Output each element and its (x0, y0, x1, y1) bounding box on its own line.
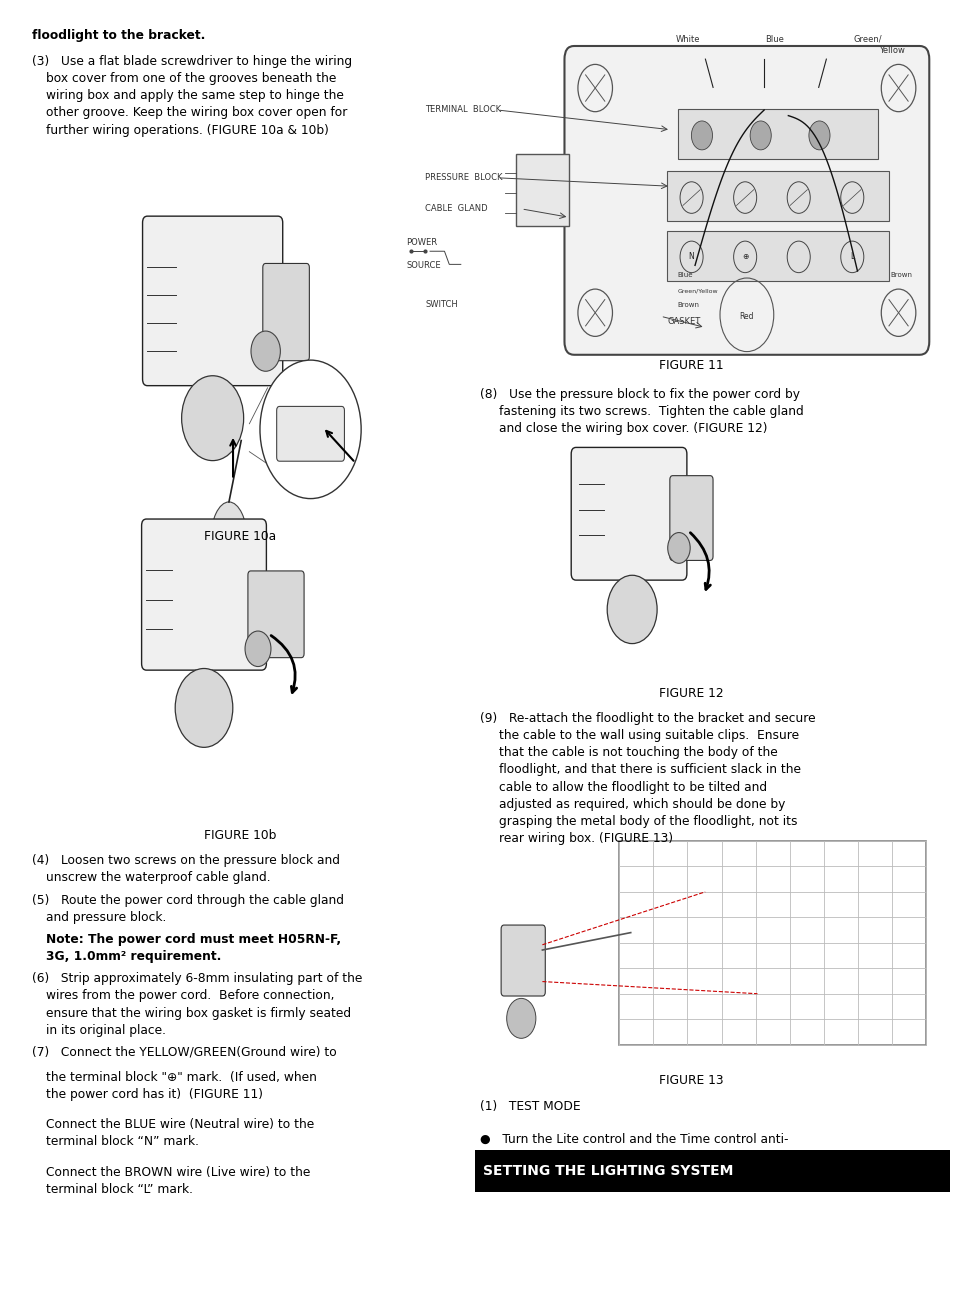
Text: Blue: Blue (678, 272, 693, 279)
Text: Brown: Brown (891, 272, 913, 279)
Text: unscrew the waterproof cable gland.: unscrew the waterproof cable gland. (46, 871, 271, 884)
Text: (4)   Loosen two screws on the pressure block and: (4) Loosen two screws on the pressure bl… (32, 854, 340, 867)
Circle shape (251, 331, 280, 372)
Text: Note: The power cord must meet H05RN-F,: Note: The power cord must meet H05RN-F, (46, 933, 341, 946)
Text: wiring box and apply the same step to hinge the: wiring box and apply the same step to hi… (46, 89, 344, 102)
Circle shape (608, 576, 658, 644)
Bar (475, 1150, 950, 1192)
Text: ensure that the wiring box gasket is firmly seated: ensure that the wiring box gasket is fir… (46, 1007, 351, 1020)
Text: CABLE  GLAND: CABLE GLAND (425, 205, 488, 213)
Text: ●   Turn the Lite control and the Time control anti-: ● Turn the Lite control and the Time con… (480, 1133, 788, 1146)
Text: and close the wiring box cover. (FIGURE 12): and close the wiring box cover. (FIGURE … (499, 422, 768, 435)
Text: Yellow: Yellow (879, 46, 905, 55)
Text: SWITCH: SWITCH (425, 301, 458, 309)
Text: FIGURE 11: FIGURE 11 (659, 359, 724, 372)
FancyBboxPatch shape (142, 217, 282, 386)
Text: Blue: Blue (765, 34, 784, 43)
FancyBboxPatch shape (263, 264, 309, 361)
Text: the power cord has it)  (FIGURE 11): the power cord has it) (FIGURE 11) (46, 1088, 263, 1101)
Text: Green/: Green/ (853, 34, 882, 43)
Circle shape (507, 999, 536, 1038)
Circle shape (181, 376, 244, 461)
Text: adjusted as required, which should be done by: adjusted as required, which should be do… (499, 798, 785, 811)
Circle shape (245, 631, 271, 666)
Text: fastening its two screws.  Tighten the cable gland: fastening its two screws. Tighten the ca… (499, 405, 804, 418)
Ellipse shape (210, 502, 248, 581)
Text: GASKET: GASKET (667, 318, 701, 326)
Text: FIGURE 10a: FIGURE 10a (204, 530, 276, 543)
Text: in its original place.: in its original place. (46, 1024, 166, 1037)
Text: grasping the metal body of the floodlight, not its: grasping the metal body of the floodligh… (499, 815, 798, 828)
Text: FIGURE 13: FIGURE 13 (659, 1074, 724, 1087)
Text: (1)   TEST MODE: (1) TEST MODE (480, 1100, 581, 1113)
Text: clockwise to the edge – the TEST position.: clockwise to the edge – the TEST positio… (497, 1150, 756, 1163)
Text: (3)   Use a flat blade screwdriver to hinge the wiring: (3) Use a flat blade screwdriver to hing… (32, 55, 351, 68)
Text: box cover from one of the grooves beneath the: box cover from one of the grooves beneat… (46, 72, 336, 85)
Text: (7)   Connect the YELLOW/GREEN(Ground wire) to: (7) Connect the YELLOW/GREEN(Ground wire… (32, 1046, 336, 1059)
Circle shape (260, 360, 361, 498)
Bar (678, 109, 878, 159)
Text: (9)   Re-attach the floodlight to the bracket and secure: (9) Re-attach the floodlight to the brac… (480, 712, 816, 725)
FancyBboxPatch shape (276, 406, 345, 461)
Text: Connect the BLUE wire (Neutral wire) to the: Connect the BLUE wire (Neutral wire) to … (46, 1118, 314, 1131)
Text: 3G, 1.0mm² requirement.: 3G, 1.0mm² requirement. (46, 950, 222, 963)
Text: N: N (688, 252, 694, 261)
Text: floodlight, and that there is sufficient slack in the: floodlight, and that there is sufficient… (499, 763, 802, 777)
Text: Brown: Brown (678, 302, 700, 309)
Text: PRESSURE  BLOCK: PRESSURE BLOCK (425, 173, 503, 183)
Text: L: L (851, 252, 854, 261)
Text: the cable to the wall using suitable clips.  Ensure: the cable to the wall using suitable cli… (499, 729, 800, 742)
Text: terminal block “N” mark.: terminal block “N” mark. (46, 1135, 199, 1148)
Text: Connect the BROWN wire (Live wire) to the: Connect the BROWN wire (Live wire) to th… (46, 1166, 310, 1179)
Text: cable to allow the floodlight to be tilted and: cable to allow the floodlight to be tilt… (499, 781, 767, 794)
Text: further wiring operations. (FIGURE 10a & 10b): further wiring operations. (FIGURE 10a &… (46, 124, 329, 137)
FancyBboxPatch shape (501, 925, 545, 996)
FancyBboxPatch shape (248, 572, 304, 658)
Text: that the cable is not touching the body of the: that the cable is not touching the body … (499, 746, 778, 759)
Text: Green/Yellow: Green/Yellow (678, 289, 718, 294)
Text: White: White (676, 34, 701, 43)
Text: POWER: POWER (406, 238, 437, 247)
FancyBboxPatch shape (670, 476, 713, 561)
FancyBboxPatch shape (142, 519, 266, 670)
Text: TERMINAL  BLOCK: TERMINAL BLOCK (425, 105, 501, 114)
Text: wires from the power cord.  Before connection,: wires from the power cord. Before connec… (46, 989, 335, 1003)
Circle shape (668, 532, 690, 564)
Text: SOURCE: SOURCE (406, 261, 441, 269)
Text: floodlight to the bracket.: floodlight to the bracket. (32, 29, 205, 42)
Text: (8)   Use the pressure block to fix the power cord by: (8) Use the pressure block to fix the po… (480, 388, 800, 401)
Text: ⊕: ⊕ (742, 252, 749, 261)
Text: (FIGURE 14).: (FIGURE 14). (497, 1167, 575, 1180)
Bar (667, 171, 889, 221)
Text: (6)   Strip approximately 6-8mm insulating part of the: (6) Strip approximately 6-8mm insulating… (32, 972, 362, 986)
FancyBboxPatch shape (564, 46, 929, 355)
Text: other groove. Keep the wiring box cover open for: other groove. Keep the wiring box cover … (46, 106, 348, 120)
Circle shape (809, 121, 830, 150)
Text: rear wiring box. (FIGURE 13): rear wiring box. (FIGURE 13) (499, 832, 673, 845)
Circle shape (750, 121, 771, 150)
Text: SETTING THE LIGHTING SYSTEM: SETTING THE LIGHTING SYSTEM (483, 1164, 733, 1177)
Text: FIGURE 10b: FIGURE 10b (204, 829, 276, 842)
Text: Red: Red (739, 311, 755, 321)
Text: (5)   Route the power cord through the cable gland: (5) Route the power cord through the cab… (32, 894, 344, 907)
Bar (667, 231, 889, 281)
Circle shape (691, 121, 712, 150)
Text: terminal block “L” mark.: terminal block “L” mark. (46, 1183, 193, 1196)
Text: the terminal block "⊕" mark.  (If used, when: the terminal block "⊕" mark. (If used, w… (46, 1071, 317, 1084)
Text: and pressure block.: and pressure block. (46, 911, 166, 924)
FancyBboxPatch shape (571, 447, 687, 581)
Circle shape (175, 669, 233, 748)
Text: FIGURE 12: FIGURE 12 (659, 687, 724, 700)
Bar (619, 841, 926, 1045)
Bar (516, 154, 569, 226)
